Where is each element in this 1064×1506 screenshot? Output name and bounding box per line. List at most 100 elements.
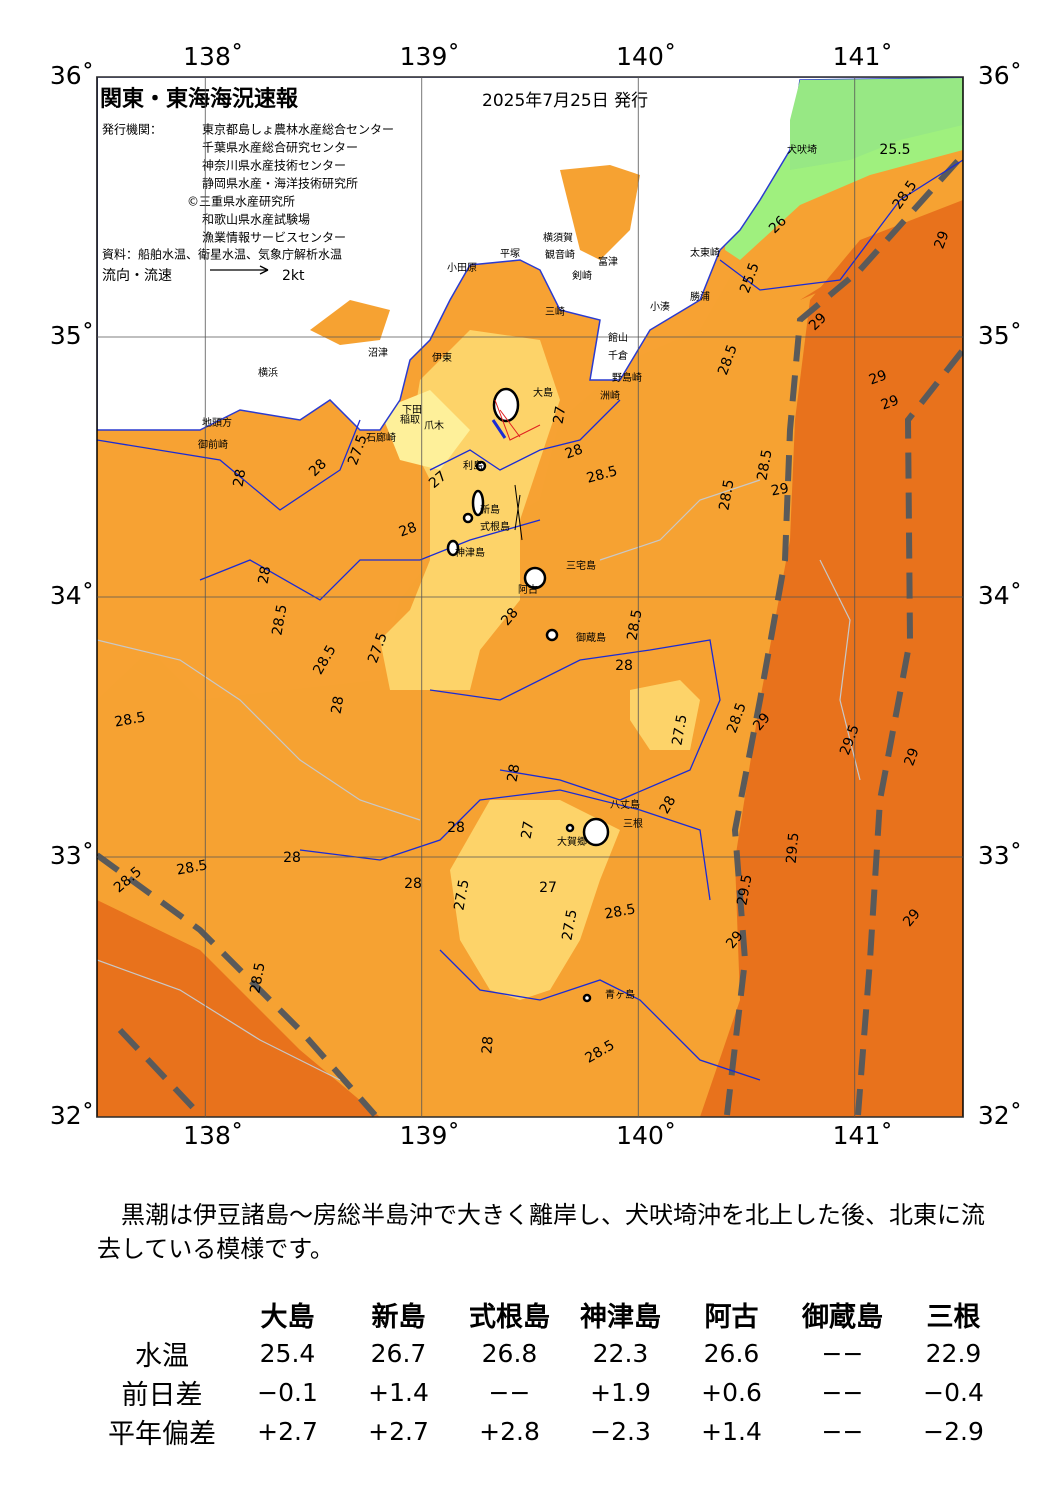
cool-water [450,800,620,1000]
place-name: 青ヶ島 [605,988,635,1001]
place-name: 観音崎 [545,248,575,261]
contour-label: 27 [519,820,538,840]
cell: +2.7 [257,1417,318,1446]
place-name: 三根 [623,817,643,830]
contour-label: 28 [397,519,419,540]
flow-label: 流向・流速 [102,268,172,284]
sources: 資料：船舶水温、衛星水温、気象庁解析水温 [102,247,342,262]
column-header: 神津島 [580,1302,661,1333]
place-name: 館山 [608,331,628,344]
table-row: 水温 25.4 26.7 26.8 22.3 26.6 −− 22.9 [92,1334,1009,1373]
warm-core [700,200,963,1117]
legend-arrow [259,265,269,275]
place-name: 地頭方 [202,416,232,429]
contour-label: 28 [657,793,680,816]
data-table: 大島 新島 式根島 神津島 阿古 御蔵島 三根 水温 25.4 26.7 26.8 22.3 26.6 −… [92,1295,1009,1451]
corner [92,1295,232,1334]
contour-label: 28.5 [113,709,146,730]
cell: 26.7 [370,1339,427,1368]
contour-label: 28.5 [247,961,268,994]
contour-label: 29.5 [734,873,755,906]
cell: +1.4 [368,1378,429,1407]
contour-label: 28 [256,565,275,585]
lat-label: 32˚ [50,1101,94,1130]
contour-label: 29 [931,229,952,251]
contour-label: 27.5 [559,908,580,941]
warm-core [800,250,963,360]
cool-water [380,390,470,470]
land [97,77,963,431]
flow-arrow [494,399,541,441]
bay [560,165,640,260]
contour-label: 28 [447,820,465,836]
place-name: 伊東 [432,351,452,364]
place-name: 剣崎 [572,269,592,282]
cell: −2.3 [590,1417,651,1446]
row-label: 水温 [135,1341,189,1372]
lat-label: 33˚ [978,841,1022,870]
cell: 22.3 [592,1339,649,1368]
date: 2025年7月25日 発行 [482,91,648,111]
lon-label: 139˚ [400,1121,460,1150]
place-name: 犬吠埼 [787,143,817,156]
place-name: 平塚 [500,248,520,260]
contour-label: 28.5 [585,463,619,487]
place-name: 三崎 [545,305,565,318]
cell: 25.4 [259,1339,316,1368]
lon-label: 140˚ [616,42,676,71]
place-name: 洲崎 [600,389,620,402]
issuer: 神奈川県水産技術センター [202,158,346,173]
cell: 26.8 [481,1339,538,1368]
place-name: 御前崎 [198,438,228,451]
place-name: 千倉 [608,349,628,362]
contour-label: 25.5 [879,142,910,158]
kuroshio-axis [97,152,963,1117]
place-name: 御蔵島 [576,631,606,644]
column-header: 式根島 [469,1302,550,1333]
cell: 22.9 [925,1339,982,1368]
contour-label: 27.5 [669,713,690,746]
contour-label: 28.5 [624,608,645,641]
lat-label: 34˚ [978,581,1022,610]
place-name: 横須賀 [543,231,573,244]
place-name: 大賀郷 [557,835,587,848]
cell: −− [821,1378,864,1407]
bay [310,300,390,345]
column-header: 大島 [260,1302,315,1333]
place-name: 富津 [598,255,618,268]
place-name: 式根島 [480,520,510,533]
contour-label: 28 [563,441,585,462]
place-name: 爪木 [424,420,444,432]
lat-label: 35˚ [978,321,1022,350]
lon-label: 138˚ [183,42,243,71]
lat-label: 33˚ [50,841,94,870]
issuer-label: 発行機関： [102,122,162,137]
cell: +0.6 [701,1378,762,1407]
contour-label: 28.5 [754,448,775,481]
place-name: 野島崎 [612,371,642,384]
cell: +2.8 [479,1417,540,1446]
issuer: 漁業情報サービスセンター [202,231,346,245]
cell: +2.7 [368,1417,429,1446]
cell: −− [821,1417,864,1446]
place-name: 神津島 [455,546,485,559]
cell: −2.9 [923,1417,984,1446]
cell: +1.9 [590,1378,651,1407]
issuer: 和歌山県水産試験場 [202,212,310,227]
row-label: 平年偏差 [108,1419,216,1450]
contour-label: 27 [551,405,570,425]
cool-water [630,680,700,750]
contour-label: 28 [479,1035,496,1054]
contour-label: 28 [615,658,633,674]
place-name: 大島 [533,386,553,399]
column-header: 阿古 [704,1302,759,1333]
island [446,387,610,1003]
place-name: 新島 [480,503,500,516]
place-name: 沼津 [368,346,388,359]
issuer: 東京都島しょ農林水産総合センター [202,122,394,137]
flow-arrow [491,419,507,439]
table-body: 水温 25.4 26.7 26.8 22.3 26.6 −− 22.9 前日差 −0.1 +1.4 −… [92,1334,1009,1451]
cell: −0.1 [257,1378,318,1407]
